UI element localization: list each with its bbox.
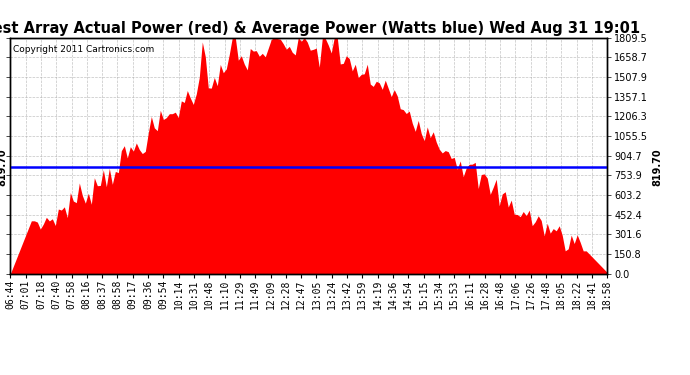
- Text: Copyright 2011 Cartronics.com: Copyright 2011 Cartronics.com: [13, 45, 155, 54]
- Title: West Array Actual Power (red) & Average Power (Watts blue) Wed Aug 31 19:01: West Array Actual Power (red) & Average …: [0, 21, 640, 36]
- Text: 819.70: 819.70: [0, 148, 8, 186]
- Text: 819.70: 819.70: [652, 148, 662, 186]
